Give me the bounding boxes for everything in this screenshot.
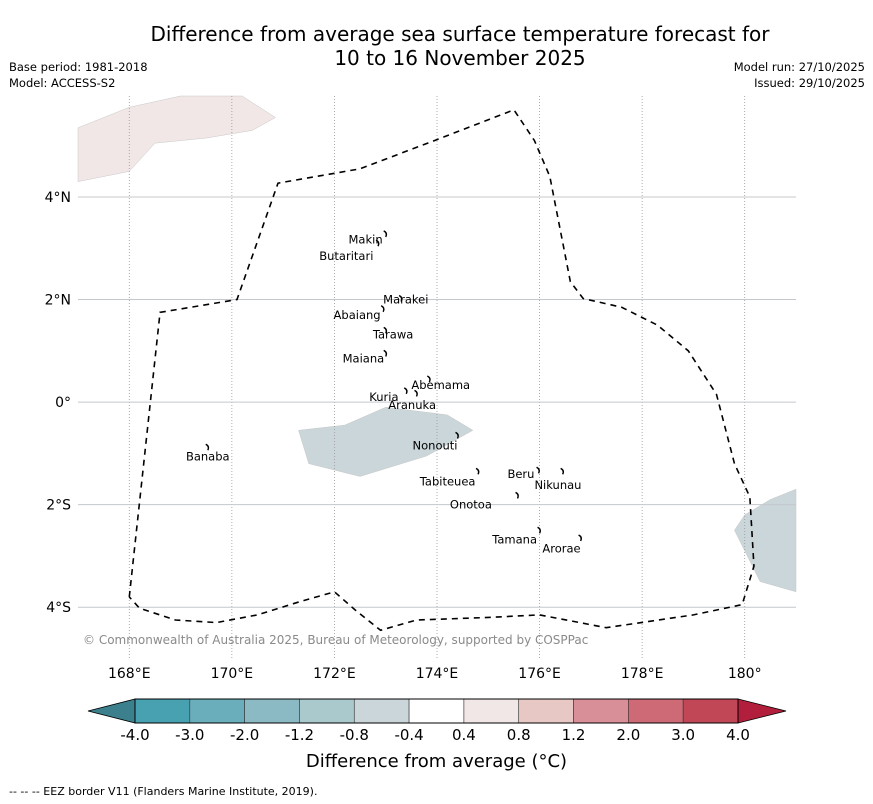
colorbar-segment [518,698,574,724]
colorbar-segment [189,698,245,724]
lon-tick-label: 180° [728,666,762,682]
copyright-note: © Commonwealth of Australia 2025, Bureau… [83,633,588,647]
island-arorae-shape [578,534,582,542]
island-tarawa-shape [383,326,388,334]
island-label-butaritari: Butaritari [319,249,373,263]
colorbar-tick-label: -3.0 [175,726,204,744]
colorbar-tick-label: -4.0 [120,726,149,744]
title-line-2: 10 to 16 November 2025 [334,46,586,70]
lon-tick-label: 174°E [416,666,459,682]
lon-tick-label: 168°E [108,666,151,682]
island-abemama-shape [426,375,431,383]
colorbar-over-arrow [737,698,787,724]
colorbar-segment [408,698,465,724]
graticule [78,96,796,660]
eez-border [128,108,755,632]
colorbar-tick-label: 0.8 [507,726,531,744]
island-label-tarawa: Tarawa [372,327,413,341]
issued-date: Issued: 29/10/2025 [754,76,865,90]
colorbar-frame [134,698,739,724]
island-beru-shape [536,466,540,474]
chart-title: Difference from average sea surface temp… [100,22,820,70]
island-label-marakei: Marakei [383,293,428,307]
colorbar-tick-label: -0.8 [340,726,369,744]
longitude-ticks: 168°E 170°E 172°E 174°E 176°E 178°E 180° [108,666,762,682]
islands [205,230,582,542]
latitude-ticks: 4°N 2°N 0° 2°S 4°S [45,190,72,616]
island-marakei-shape [398,294,403,302]
colorbar-under-arrow [87,698,136,724]
island-label-arorae: Arorae [542,542,580,556]
island-butaritari-shape [375,239,380,247]
island-label-onotoa: Onotoa [450,498,492,512]
colorbar-segment [463,698,520,724]
island-label-maiana: Maiana [343,352,385,366]
colorbar-segment [628,698,684,724]
lon-tick-label: 170°E [211,666,254,682]
island-banaba-shape [205,443,210,451]
island-kuria-shape [403,387,408,395]
colorbar-segment [682,698,739,724]
model-run: Model run: 27/10/2025 [733,60,865,74]
island-label-makin: Makin [349,233,383,247]
island-makin-shape [383,230,388,238]
colorbar-tick-label: 2.0 [616,726,640,744]
island-tabiteuea-shape [475,467,480,475]
lat-tick-label: 0° [55,395,71,411]
model-name: Model: ACCESS-S2 [9,76,116,90]
title-line-1: Difference from average sea surface temp… [150,22,770,46]
lat-tick-label: 2°S [46,498,71,514]
colorbar-label: Difference from average (°C) [305,751,568,772]
colorbar-tick-label: 1.2 [562,726,586,744]
island-label-banaba: Banaba [186,449,230,463]
island-tamana-shape [537,526,541,534]
colorbar-tick-label: -1.2 [285,726,314,744]
island-label-abemama: Abemama [411,378,470,392]
island-label-nonouti: Nonouti [413,439,458,453]
lon-tick-label: 178°E [621,666,664,682]
colorbar-tick-label: -0.4 [394,726,423,744]
colorbar-tick-label: 3.0 [671,726,695,744]
island-label-nikunau: Nikunau [534,478,581,492]
island-nikunau-shape [560,467,565,475]
colorbar-tick-label: 0.4 [452,726,476,744]
island-aranuka-shape [414,389,418,397]
island-label-beru: Beru [507,467,534,481]
lat-tick-label: 2°N [45,293,71,309]
lon-tick-label: 176°E [518,666,561,682]
island-label-kuria: Kuria [369,390,398,404]
colorbar-segment [299,698,355,724]
central-cool-patch [298,406,474,477]
colorbar-segment [573,698,629,724]
colorbar: -4.0 -3.0 -2.0 -1.2 -0.8 -0.4 0.4 0.8 1.2 2.0 3.0 4… [87,698,787,744]
island-label-tamana: Tamana [491,533,537,547]
eez-footnote: -- -- -- EEZ border V11 (Flanders Marine… [9,785,318,798]
island-label-abaiang: Abaiang [334,308,381,322]
lat-tick-label: 4°N [45,190,71,206]
colorbar-segment [244,698,300,724]
colorbar-segment [353,698,410,724]
island-onotoa-shape [515,491,519,499]
lon-tick-label: 172°E [313,666,356,682]
colorbar-tick-label: 4.0 [726,726,750,744]
northwest-warm-patch [77,95,276,182]
colorbar-tick-label: -2.0 [230,726,259,744]
island-label-tabiteuea: Tabiteuea [419,475,476,489]
base-period: Base period: 1981-2018 [9,60,148,74]
island-abaiang-shape [380,305,385,313]
anomaly-regions [77,95,797,593]
lat-tick-label: 4°S [46,600,71,616]
meta-left: Base period: 1981-2018 Model: ACCESS-S2 [9,59,148,91]
island-nonouti-shape [455,431,459,439]
island-label-aranuka: Aranuka [388,398,436,412]
colorbar-segment [134,698,191,724]
east-cool-patch [734,488,797,593]
meta-right: Model run: 27/10/2025 Issued: 29/10/2025 [734,59,865,91]
island-maiana-shape [383,349,388,357]
